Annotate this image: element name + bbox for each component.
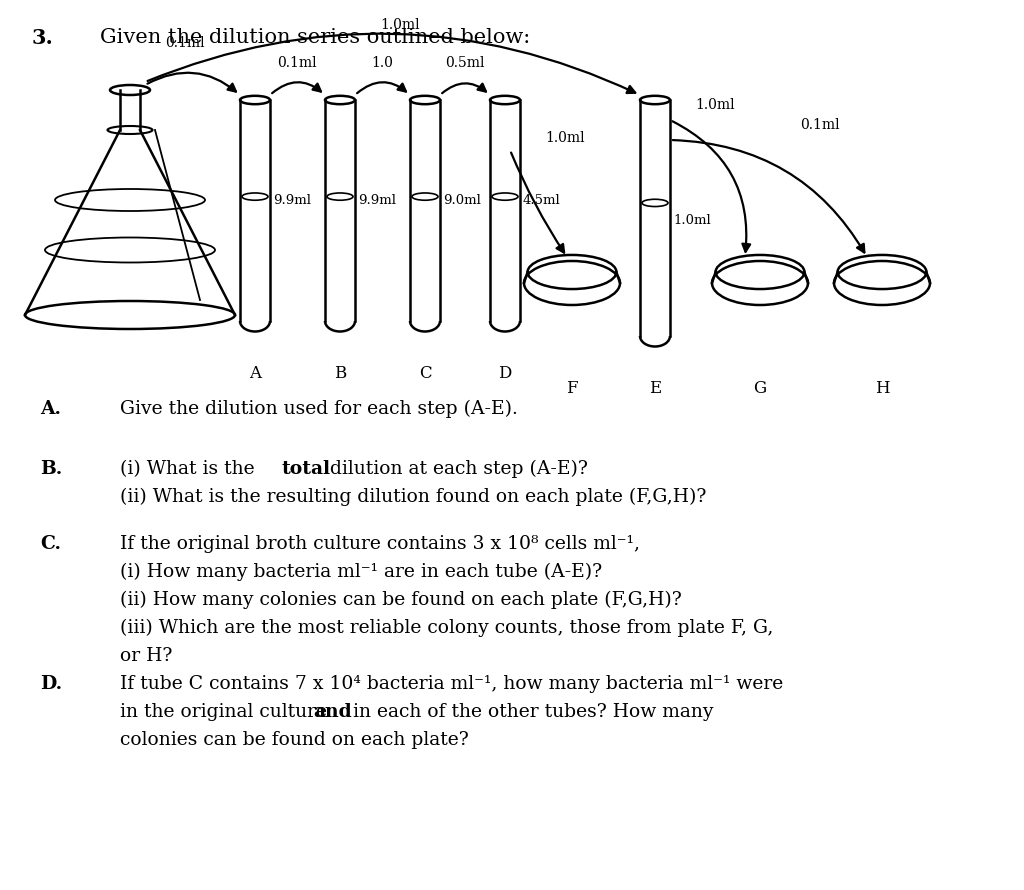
Text: 0.5ml: 0.5ml — [445, 56, 484, 70]
Text: 9.9ml: 9.9ml — [358, 193, 396, 206]
Text: B.: B. — [40, 460, 62, 478]
Text: 0.1ml: 0.1ml — [165, 36, 205, 50]
FancyArrowPatch shape — [673, 121, 751, 252]
Text: 0.1ml: 0.1ml — [278, 56, 316, 70]
Text: or H?: or H? — [120, 647, 172, 665]
Text: in each of the other tubes? How many: in each of the other tubes? How many — [347, 703, 714, 721]
Text: 0.1ml: 0.1ml — [800, 118, 840, 132]
Text: 1.0ml: 1.0ml — [380, 18, 420, 32]
Text: E: E — [649, 380, 662, 397]
Text: G: G — [754, 380, 767, 397]
Text: 4.5ml: 4.5ml — [523, 193, 561, 206]
Text: If the original broth culture contains 3 x 10⁸ cells ml⁻¹,: If the original broth culture contains 3… — [120, 535, 640, 553]
Text: 9.9ml: 9.9ml — [273, 193, 311, 206]
Text: (i) How many bacteria ml⁻¹ are in each tube (A-E)?: (i) How many bacteria ml⁻¹ are in each t… — [120, 563, 602, 581]
Text: and: and — [313, 703, 352, 721]
FancyArrowPatch shape — [147, 73, 236, 92]
Text: 1.0ml: 1.0ml — [545, 131, 585, 145]
Text: total: total — [282, 460, 331, 478]
Text: 9.0ml: 9.0ml — [443, 193, 481, 206]
Text: (ii) What is the resulting dilution found on each plate (F,G,H)?: (ii) What is the resulting dilution foun… — [120, 488, 707, 506]
Text: Give the dilution used for each step (A-E).: Give the dilution used for each step (A-… — [120, 400, 518, 418]
FancyArrowPatch shape — [357, 82, 406, 93]
Text: 1.0: 1.0 — [371, 56, 393, 70]
Text: 1.0ml: 1.0ml — [673, 214, 711, 226]
Text: If tube C contains 7 x 10⁴ bacteria ml⁻¹, how many bacteria ml⁻¹ were: If tube C contains 7 x 10⁴ bacteria ml⁻¹… — [120, 675, 783, 693]
Text: 3.: 3. — [32, 28, 54, 48]
Text: C: C — [419, 365, 431, 382]
Text: D: D — [499, 365, 512, 382]
Text: dilution at each step (A-E)?: dilution at each step (A-E)? — [324, 460, 588, 478]
Text: 1.0ml: 1.0ml — [695, 98, 735, 112]
Text: in the original culture: in the original culture — [120, 703, 333, 721]
Text: H: H — [874, 380, 889, 397]
Text: D.: D. — [40, 675, 62, 693]
FancyArrowPatch shape — [147, 34, 635, 93]
Text: (iii) Which are the most reliable colony counts, those from plate F, G,: (iii) Which are the most reliable colony… — [120, 619, 773, 637]
FancyArrowPatch shape — [442, 84, 486, 93]
Text: B: B — [334, 365, 346, 382]
Text: (i) What is the: (i) What is the — [120, 460, 261, 478]
Text: C.: C. — [40, 535, 61, 553]
Text: Given the dilution series outlined below:: Given the dilution series outlined below… — [100, 28, 530, 47]
Text: F: F — [566, 380, 578, 397]
Text: colonies can be found on each plate?: colonies can be found on each plate? — [120, 731, 469, 749]
Text: A: A — [249, 365, 261, 382]
FancyArrowPatch shape — [272, 82, 321, 93]
FancyArrowPatch shape — [673, 140, 864, 253]
FancyArrowPatch shape — [511, 152, 564, 253]
Text: (ii) How many colonies can be found on each plate (F,G,H)?: (ii) How many colonies can be found on e… — [120, 591, 682, 610]
Text: A.: A. — [40, 400, 61, 418]
